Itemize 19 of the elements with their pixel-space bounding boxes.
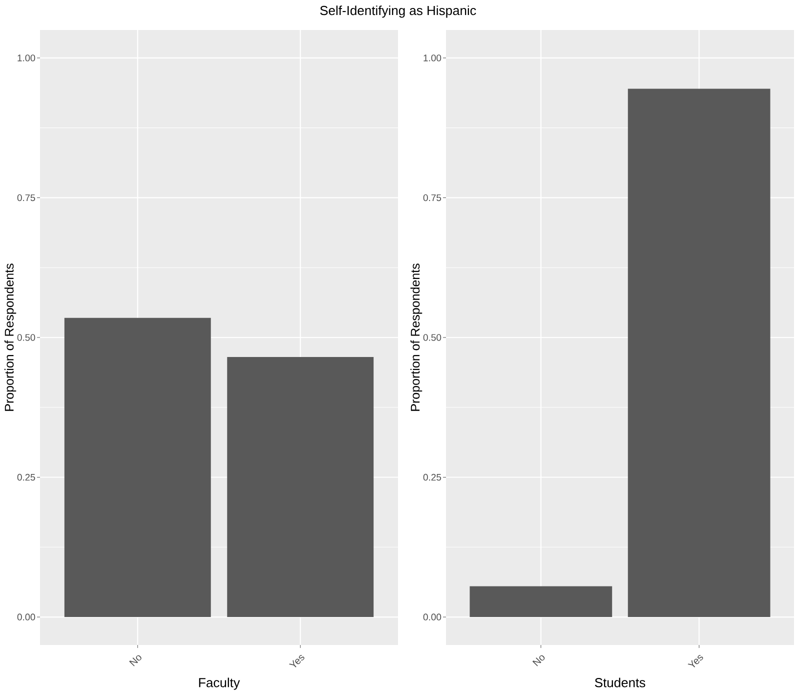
y-tick-label: 0.00 (423, 614, 442, 620)
y-tick-label: 0.25 (423, 474, 442, 481)
y-tick-label: 0.75 (423, 194, 442, 202)
x-tick-label: Yes (288, 655, 304, 668)
x-tick-label: Yes (688, 655, 704, 668)
y-axis-title: Proportion of Respondents (4, 264, 16, 411)
y-tick-label: 1.00 (424, 54, 442, 62)
y-tick-label: 0.25 (17, 474, 36, 481)
x-tick-label: No (129, 655, 142, 666)
y-tick-label: 0.75 (17, 194, 36, 202)
y-tick-label: 1.00 (18, 54, 36, 62)
x-axis-title: Faculty (199, 678, 240, 690)
y-tick-label: 0.50 (17, 334, 36, 341)
chart-title: Self-Identifying as Hispanic (320, 6, 476, 18)
y-tick-label: 0.50 (423, 334, 442, 341)
y-tick-label: 0.00 (17, 614, 36, 620)
x-axis-title: Students (594, 678, 646, 688)
y-axis-title: Proportion of Respondents (410, 264, 422, 411)
x-tick-label: No (532, 655, 545, 666)
